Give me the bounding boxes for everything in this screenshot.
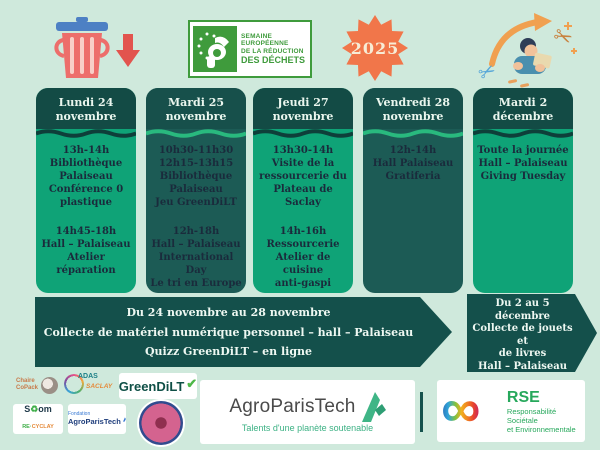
rse-subtitle: et Environnementale bbox=[506, 425, 576, 435]
event-block: 13h30-14h Visite de la ressourcerie du P… bbox=[259, 144, 347, 208]
december-events-banner: Du 2 au 5 décembre Collecte de jouets et… bbox=[467, 294, 597, 372]
banner-event: Collecte de jouets et de livres bbox=[472, 323, 573, 359]
starburst-icon bbox=[342, 15, 408, 81]
rse-infinity-icon: ∞ bbox=[443, 388, 480, 434]
fondation-name-label: AgroParisTech bbox=[68, 416, 121, 426]
greendilt-label: GreenDiLT bbox=[118, 378, 185, 394]
adas-saclay-label: SACLAY bbox=[86, 383, 113, 390]
column-tuesday-2-dec: Mardi 2 décembre Toute la journée Hall –… bbox=[473, 88, 573, 293]
fondation-mark-icon bbox=[122, 416, 126, 422]
banner-event: Quizz GreenDiLT – en ligne bbox=[144, 345, 313, 359]
arrow-down-icon bbox=[116, 34, 140, 67]
column-monday-24: Lundi 24 novembre 13h-14h Bibliothèque P… bbox=[36, 88, 136, 293]
recycle-icon: ♻ bbox=[30, 404, 39, 415]
agroparistech-tagline: Talents d'une planète soutenable bbox=[241, 422, 374, 433]
event-block: 14h45-18h Hall – Palaiseau Atelier répar… bbox=[41, 225, 131, 276]
serd-logo-line1: SEMAINE EUROPÉENNE bbox=[241, 32, 289, 48]
year-starburst-badge: 2025 bbox=[342, 15, 408, 81]
recyclay-label-re: RE· bbox=[22, 424, 32, 431]
siom-label-om: om bbox=[38, 404, 52, 415]
event-block: 12h-18h Hall – Palaiseau International D… bbox=[150, 225, 242, 289]
chaire-copack-icon bbox=[41, 376, 59, 394]
wave-divider bbox=[146, 128, 246, 138]
recyclay-label-cyclay: CYCLAY bbox=[31, 424, 54, 431]
column-title: Mardi 2 décembre bbox=[473, 88, 573, 129]
fondation-agroparistech-logo: Fondation AgroParisTech bbox=[68, 404, 126, 434]
event-block: 14h-16h Ressourcerie Atelier de cuisine … bbox=[266, 225, 340, 289]
serd-hand-stars-icon bbox=[193, 26, 237, 72]
rse-logo: ∞ RSE Responsabilité Sociétale et Enviro… bbox=[437, 380, 585, 442]
infinity-glyph: ∞ bbox=[443, 388, 480, 434]
banner-dates: Du 24 novembre au 28 novembre bbox=[126, 305, 331, 319]
column-title: Vendredi 28 novembre bbox=[363, 88, 463, 129]
siom-label-s: S bbox=[24, 404, 31, 415]
event-block: 12h-14h Hall Palaiseau Gratiferia bbox=[372, 144, 454, 182]
rse-label: RSE bbox=[506, 388, 540, 406]
adas-saclay-logo: ADAS SACLAY bbox=[64, 371, 112, 397]
serd-logo-line2: DE LA RÉDUCTION bbox=[241, 47, 304, 55]
column-title: Jeudi 27 novembre bbox=[253, 88, 353, 129]
agroparistech-logo: AgroParisTech Talents d'une planète sout… bbox=[200, 380, 415, 444]
banner-dates: Du 2 au 5 décembre bbox=[494, 298, 550, 322]
ressourcerie-badge-icon bbox=[139, 401, 183, 445]
event-block: 13h-14h Bibliothèque Palaiseau Conférenc… bbox=[48, 144, 124, 208]
adas-ring-icon bbox=[64, 374, 84, 394]
wave-divider bbox=[363, 128, 463, 138]
rse-subtitle: Responsabilité Sociétale bbox=[506, 407, 557, 426]
agroparistech-mark-icon bbox=[361, 391, 386, 422]
scissors-icon: ✂ bbox=[549, 23, 576, 53]
fondation-label: Fondation bbox=[68, 411, 91, 418]
repair-sewing-illustration: ✂ ✂ bbox=[478, 13, 577, 88]
chaire-copack-label: Chaire CoPack bbox=[16, 378, 39, 391]
wave-divider bbox=[473, 128, 573, 138]
wave-divider bbox=[36, 128, 136, 138]
year-label: 2025 bbox=[350, 38, 400, 58]
wave-divider bbox=[253, 128, 353, 138]
serd-logo-line3: DES DÉCHETS bbox=[241, 55, 306, 66]
column-friday-28: Vendredi 28 novembre 12h-14h Hall Palais… bbox=[363, 88, 463, 293]
event-block: 10h30-11h30 12h15-13h15 Bibliothèque Pal… bbox=[155, 144, 237, 208]
column-thursday-27: Jeudi 27 novembre 13h30-14h Visite de la… bbox=[253, 88, 353, 293]
siom-recyclay-logo: S♻om RE·CYCLAY bbox=[13, 404, 63, 434]
chaire-copack-logo: Chaire CoPack bbox=[16, 373, 64, 397]
banner-event: Collecte de matériel numérique personnel… bbox=[43, 325, 414, 339]
serd-logo: SEMAINE EUROPÉENNE DE LA RÉDUCTION DES D… bbox=[188, 20, 312, 78]
greendilt-check-icon: ✔ bbox=[186, 376, 198, 391]
event-block: Toute la journée Hall – Palaiseau Giving… bbox=[477, 144, 569, 182]
adas-label: ADAS bbox=[78, 373, 98, 380]
agroparistech-label: AgroParisTech bbox=[229, 395, 356, 417]
column-title: Lundi 24 novembre bbox=[36, 88, 136, 129]
week-long-events-banner: Du 24 novembre au 28 novembre Collecte d… bbox=[35, 297, 452, 367]
greendilt-logo: GreenDiLT ✔ bbox=[119, 373, 197, 399]
banner-event: Hall – Palaiseau bbox=[477, 360, 568, 372]
column-tuesday-25: Mardi 25 novembre 10h30-11h30 12h15-13h1… bbox=[146, 88, 246, 293]
trash-can-icon bbox=[54, 17, 110, 78]
scissors-icon: ✂ bbox=[478, 57, 500, 86]
column-title: Mardi 25 novembre bbox=[146, 88, 246, 129]
footer-divider bbox=[420, 392, 423, 432]
